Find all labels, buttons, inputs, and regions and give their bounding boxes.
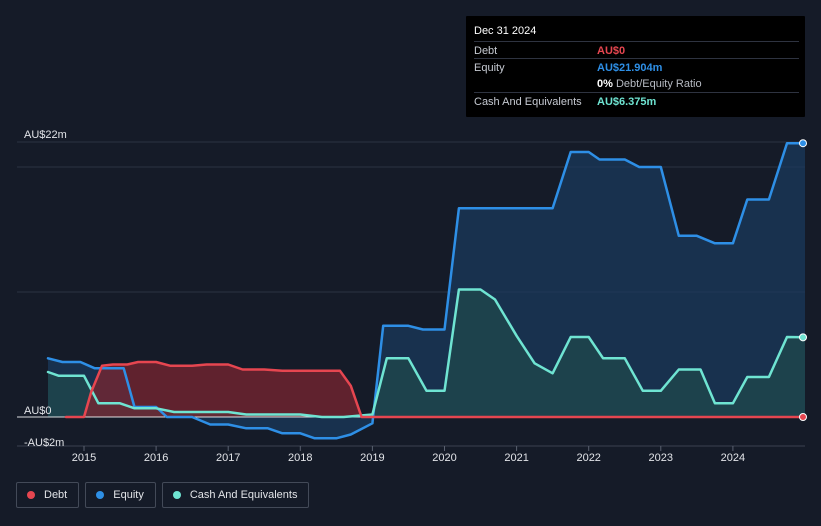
- x-tick-label: 2023: [649, 452, 673, 464]
- tooltip-row-cash: Cash And Equivalents AU$6.375m: [474, 92, 799, 110]
- x-tick-label: 2016: [144, 452, 168, 464]
- x-tick-label: 2017: [216, 452, 240, 464]
- legend-item-cash[interactable]: Cash And Equivalents: [161, 482, 310, 508]
- x-tick-label: 2022: [576, 452, 600, 464]
- end-marker-cash-and-equivalents: [799, 333, 807, 342]
- x-tick-label: 2021: [504, 452, 528, 464]
- tooltip-panel: Dec 31 2024 Debt AU$0 Equity AU$21.904m …: [466, 16, 805, 117]
- y-tick-label: AU$22m: [24, 129, 67, 141]
- end-marker-equity: [799, 139, 807, 148]
- area-debt: [66, 362, 805, 417]
- legend-label-equity: Equity: [113, 489, 144, 501]
- tooltip-ratio-value: 0%: [597, 78, 613, 90]
- legend: Debt Equity Cash And Equivalents: [16, 482, 310, 510]
- tooltip-cash-value: AU$6.375m: [597, 96, 657, 108]
- legend-item-equity[interactable]: Equity: [85, 482, 156, 508]
- y-tick-label: AU$0: [24, 405, 52, 417]
- x-tick-label: 2018: [288, 452, 312, 464]
- end-marker-debt: [799, 413, 807, 421]
- debt-dot-icon: [27, 491, 35, 499]
- tooltip-debt-value: AU$0: [597, 45, 626, 57]
- end-markers: [799, 139, 807, 421]
- tooltip-debt-label: Debt: [474, 45, 498, 57]
- tooltip-cash-label: Cash And Equivalents: [474, 96, 582, 108]
- x-tick-label: 2024: [721, 452, 745, 464]
- line-debt: [64, 360, 807, 419]
- tooltip-date: Dec 31 2024: [474, 25, 537, 37]
- tooltip-row-ratio: 0% Debt/Equity Ratio: [474, 75, 799, 92]
- x-tick-label: 2019: [360, 452, 384, 464]
- legend-label-cash: Cash And Equivalents: [189, 489, 298, 501]
- y-axis: AU$22m AU$0 -AU$2m: [24, 129, 67, 449]
- series-areas: [48, 143, 805, 439]
- cash-dot-icon: [172, 491, 181, 499]
- equity-dot-icon: [96, 491, 105, 499]
- area-cash-and-equivalents: [48, 289, 805, 417]
- x-tick-label: 2015: [72, 452, 96, 464]
- tooltip-equity-label: Equity: [474, 62, 505, 74]
- tooltip-row-debt: Debt AU$0: [474, 41, 799, 59]
- tooltip-ratio-label: Debt/Equity Ratio: [615, 78, 702, 90]
- line-equity: [46, 141, 807, 440]
- tooltip-row-equity: Equity AU$21.904m: [474, 58, 799, 76]
- line-cash-and-equivalents: [46, 288, 807, 419]
- legend-label-debt: Debt: [44, 489, 68, 501]
- x-axis: 2015 2016 2017 2018 2019 2020 2021 2022 2023 2024: [17, 445, 805, 464]
- series-lines: [46, 141, 807, 440]
- tooltip-equity-value: AU$21.904m: [597, 62, 663, 74]
- x-tick-label: 2020: [432, 452, 456, 464]
- y-tick-label: -AU$2m: [24, 437, 64, 449]
- legend-item-debt[interactable]: Debt: [16, 482, 80, 508]
